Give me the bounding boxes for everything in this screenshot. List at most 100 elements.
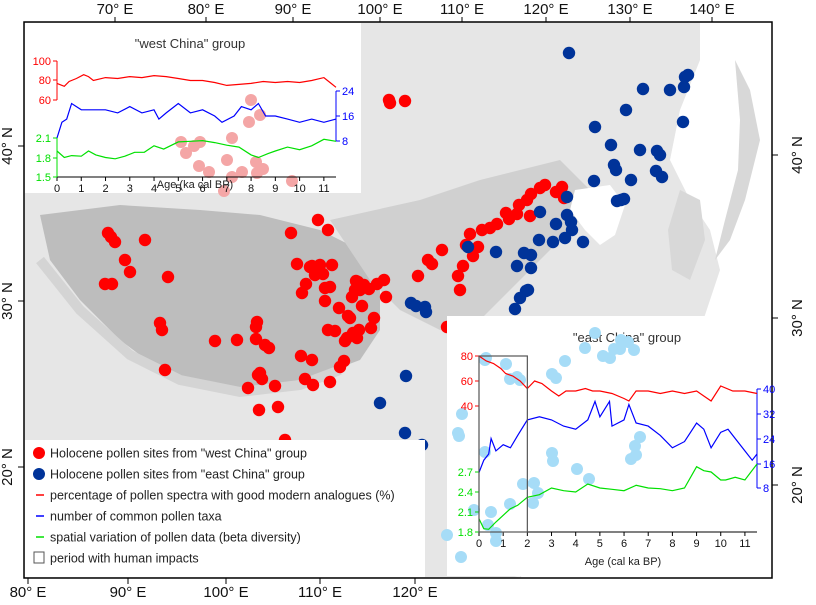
west-china-site <box>364 321 378 335</box>
west-china-site <box>456 259 470 273</box>
inset-x-tick-label: 8 <box>669 538 675 550</box>
west-china-site <box>251 368 265 382</box>
legend-label: number of common pollen taxa <box>50 510 222 524</box>
site-markers <box>98 46 695 452</box>
inset-west-xlabel: Age (ka cal BP) <box>157 179 233 191</box>
legend-label: period with human impacts <box>50 552 199 566</box>
legend-item: period with human impacts <box>33 551 199 566</box>
east-china-site <box>663 83 677 97</box>
west-china-site <box>108 235 122 249</box>
inset-west-background <box>25 23 361 193</box>
inset-west-axes: 0 1 2 3 4 5 6 7 8 9 10 11 100 80 60 2.1 1.8 1.5 24 16 8 <box>33 56 355 195</box>
east-china-site <box>517 246 531 260</box>
west-china-site <box>367 311 381 325</box>
left-axis-label: 30° N <box>0 282 16 320</box>
west-china-site <box>377 273 391 287</box>
west-china-site <box>305 259 319 273</box>
east-china-site <box>398 426 412 440</box>
inset-right-tick-label: 16 <box>763 459 775 471</box>
east-china-site <box>681 68 695 82</box>
bottom-axis-label: 80° E <box>10 584 47 600</box>
west-china-site <box>249 320 263 334</box>
east-china-site <box>489 245 503 259</box>
east-china-site <box>565 223 579 237</box>
west-china-site <box>411 269 425 283</box>
inset-left-bottom-tick-label: 2.4 <box>458 487 473 499</box>
legend-item: number of common pollen taxa <box>36 510 222 524</box>
east-china-site <box>614 193 628 207</box>
legend-box-icon <box>33 551 45 564</box>
east-inset-site-overlay <box>468 504 480 516</box>
inset-left-bottom-tick-label: 2.1 <box>458 507 473 519</box>
inset-x-tick-label: 6 <box>200 183 206 195</box>
series-line-taxa <box>56 102 337 139</box>
east-china-site <box>619 103 633 117</box>
inset-x-tick-label: 5 <box>597 538 603 550</box>
west-china-site <box>271 400 285 414</box>
east-inset-site-overlay <box>629 440 641 452</box>
inset-x-tick-label: 1 <box>500 538 506 550</box>
west-inset-site-overlay <box>226 132 238 144</box>
human-impact-period-box <box>478 355 528 533</box>
west-china-site <box>318 281 332 295</box>
east-inset-site-overlay <box>452 427 464 439</box>
series-line-beta-diversity <box>478 463 758 530</box>
west-china-site <box>451 269 465 283</box>
west-china-site <box>155 323 169 337</box>
east-inset-site-overlay <box>614 343 626 355</box>
west-china-site <box>305 353 319 367</box>
legend-label: Holocene pollen sites from "west China" … <box>50 447 307 461</box>
inset-x-tick-label: 3 <box>127 183 133 195</box>
inset-east-xlabel: Age (cal ka BP) <box>585 556 661 568</box>
west-china-site <box>138 233 152 247</box>
inset-x-tick-label: 2 <box>102 183 108 195</box>
east-inset-site-overlay <box>634 431 646 443</box>
west-china-site <box>475 223 489 237</box>
inset-left-bottom-tick-label: 2.7 <box>458 467 473 479</box>
left-axis-label: 20° N <box>0 448 16 486</box>
top-axis-label: 130° E <box>607 1 652 18</box>
west-inset-site-overlay <box>236 166 248 178</box>
west-china-site <box>502 212 516 226</box>
east-inset-site-overlay <box>571 463 583 475</box>
east-china-site <box>624 173 638 187</box>
west-china-site <box>325 258 339 272</box>
east-china-site <box>560 190 574 204</box>
inset-x-tick-label: 4 <box>151 183 157 195</box>
east-china-site <box>533 205 547 219</box>
inset-west-series <box>56 74 337 160</box>
west-china-site <box>230 333 244 347</box>
east-inset-site-overlay <box>485 506 497 518</box>
west-china-site <box>316 267 330 281</box>
top-axis-label: 80° E <box>188 1 225 18</box>
east-china-site <box>655 170 669 184</box>
inset-x-tick-label: 7 <box>645 538 651 550</box>
east-china-site <box>633 143 647 157</box>
map-frame <box>23 21 773 579</box>
left-axis-label: 40° N <box>0 127 16 165</box>
west-china-site <box>340 331 354 345</box>
legend-label: Holocene pollen sites from "east China" … <box>50 468 305 482</box>
east-inset-site-overlay <box>550 372 562 384</box>
east-inset-site-overlay <box>490 535 502 547</box>
west-china-site <box>379 290 393 304</box>
top-axis-label: 110° E <box>440 1 484 18</box>
top-axis-label: 90° E <box>275 1 312 18</box>
east-china-site <box>558 231 572 245</box>
inset-left-bottom-tick-label: 1.8 <box>36 153 51 165</box>
west-china-site <box>306 378 320 392</box>
west-china-site <box>523 209 537 223</box>
west-china-site <box>123 265 137 279</box>
west-china-site <box>333 360 347 374</box>
west-china-site <box>208 334 222 348</box>
inset-left-top-tick-label: 60 <box>461 376 473 388</box>
east-china-site <box>373 396 387 410</box>
east-china-site <box>653 148 667 162</box>
inset-left-top-tick-label: 40 <box>461 401 473 413</box>
west-china-site <box>555 180 569 194</box>
east-inset-site-overlay <box>527 497 539 509</box>
west-china-site <box>321 223 335 237</box>
inset-x-tick-label: 6 <box>621 538 627 550</box>
